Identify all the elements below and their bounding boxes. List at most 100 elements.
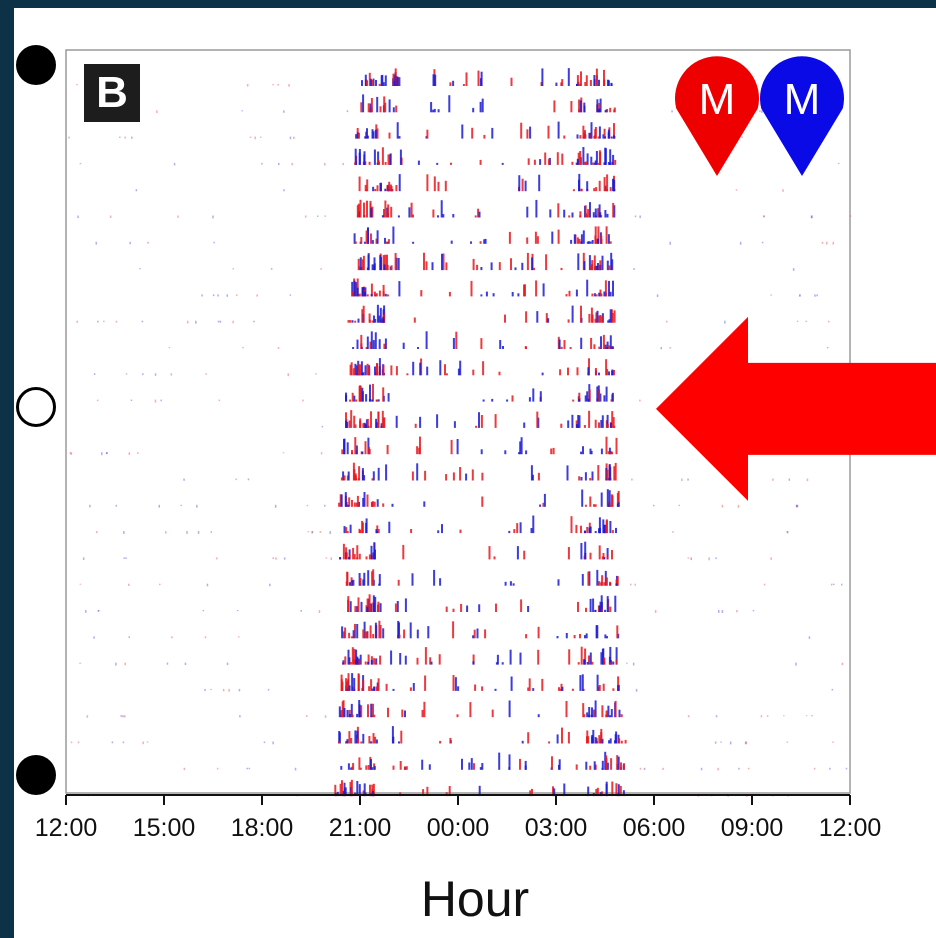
activity-bar bbox=[390, 206, 393, 218]
activity-bar bbox=[594, 368, 597, 376]
activity-bar bbox=[599, 98, 602, 113]
activity-bar bbox=[599, 214, 602, 218]
activity-bar bbox=[395, 105, 398, 113]
activity-bar bbox=[563, 135, 566, 139]
activity-bar bbox=[353, 648, 356, 665]
activity-bar bbox=[501, 662, 504, 665]
activity-bar bbox=[356, 738, 359, 744]
activity-bar bbox=[347, 320, 350, 323]
activity-bar bbox=[361, 287, 364, 297]
activity-bar bbox=[376, 499, 379, 507]
activity-bar bbox=[588, 707, 591, 718]
background-event bbox=[634, 215, 637, 218]
activity-bar bbox=[448, 95, 451, 113]
activity-bar bbox=[356, 713, 359, 718]
activity-bar bbox=[598, 389, 601, 402]
activity-bar bbox=[409, 687, 412, 691]
activity-bar bbox=[541, 372, 544, 376]
activity-bar bbox=[604, 147, 607, 165]
background-event bbox=[715, 715, 718, 718]
activity-bar bbox=[391, 726, 394, 744]
activity-bar bbox=[344, 492, 347, 507]
activity-bar bbox=[364, 424, 367, 428]
background-event bbox=[89, 504, 91, 508]
activity-bar bbox=[374, 332, 377, 349]
background-event bbox=[122, 715, 124, 718]
activity-bar bbox=[445, 606, 448, 612]
activity-bar bbox=[354, 320, 357, 323]
background-event bbox=[288, 84, 290, 87]
background-event bbox=[254, 136, 256, 140]
activity-bar bbox=[520, 437, 523, 455]
activity-bar bbox=[563, 783, 566, 797]
activity-bar bbox=[350, 703, 353, 718]
activity-bar bbox=[571, 212, 574, 218]
background-event bbox=[246, 767, 248, 770]
activity-bar bbox=[561, 727, 563, 744]
activity-bar bbox=[565, 294, 568, 297]
activity-bar bbox=[547, 318, 550, 323]
activity-bar bbox=[615, 783, 618, 797]
activity-bar bbox=[424, 470, 427, 481]
activity-bar bbox=[363, 492, 366, 507]
activity-bar bbox=[379, 625, 382, 639]
activity-bar bbox=[358, 553, 361, 560]
background-event bbox=[770, 294, 772, 296]
activity-bar bbox=[593, 79, 596, 86]
activity-bar bbox=[528, 678, 531, 691]
activity-bar bbox=[474, 684, 477, 691]
activity-bar bbox=[594, 208, 597, 218]
activity-bar bbox=[606, 213, 609, 218]
activity-bar bbox=[376, 304, 379, 323]
activity-bar bbox=[572, 399, 575, 402]
activity-bar bbox=[387, 393, 390, 402]
activity-bar bbox=[604, 280, 607, 297]
activity-bar bbox=[606, 260, 609, 271]
activity-bar bbox=[352, 347, 355, 349]
background-event bbox=[681, 478, 683, 482]
background-event bbox=[186, 531, 188, 534]
activity-bar bbox=[472, 369, 475, 376]
activity-bar bbox=[384, 75, 387, 86]
activity-bar bbox=[392, 73, 395, 86]
activity-bar bbox=[603, 162, 606, 165]
activity-bar bbox=[423, 252, 425, 271]
activity-bar bbox=[356, 287, 359, 297]
activity-bar bbox=[382, 319, 385, 323]
background-event bbox=[810, 215, 813, 219]
activity-bar bbox=[563, 209, 566, 218]
activity-bar bbox=[590, 156, 593, 165]
background-event bbox=[142, 741, 144, 745]
activity-bar bbox=[550, 448, 553, 455]
activity-bar bbox=[353, 280, 356, 297]
activity-bar bbox=[388, 132, 391, 139]
activity-bar bbox=[347, 471, 350, 481]
activity-bar bbox=[567, 319, 570, 323]
activity-bar bbox=[608, 371, 610, 376]
activity-bar bbox=[586, 279, 589, 297]
activity-bar bbox=[373, 501, 376, 507]
activity-bar bbox=[590, 450, 593, 455]
activity-bar bbox=[362, 305, 365, 323]
activity-bar bbox=[583, 102, 586, 113]
activity-bar bbox=[362, 629, 365, 639]
activity-bar bbox=[450, 240, 453, 244]
activity-bar bbox=[558, 764, 560, 770]
activity-bar bbox=[398, 136, 401, 139]
activity-bar bbox=[615, 647, 618, 665]
activity-bar bbox=[584, 130, 586, 139]
activity-bar bbox=[382, 387, 385, 402]
activity-bar bbox=[362, 372, 365, 376]
activity-bar bbox=[473, 763, 475, 770]
background-event bbox=[739, 241, 742, 245]
activity-bar bbox=[606, 489, 609, 507]
activity-bar bbox=[430, 661, 433, 665]
activity-bar bbox=[475, 425, 478, 428]
activity-bar bbox=[594, 531, 597, 534]
activity-bar bbox=[347, 649, 350, 665]
activity-bar bbox=[416, 446, 419, 455]
activity-bar bbox=[384, 162, 387, 165]
background-event bbox=[93, 636, 95, 639]
background-event bbox=[700, 767, 703, 771]
activity-bar bbox=[375, 418, 378, 428]
